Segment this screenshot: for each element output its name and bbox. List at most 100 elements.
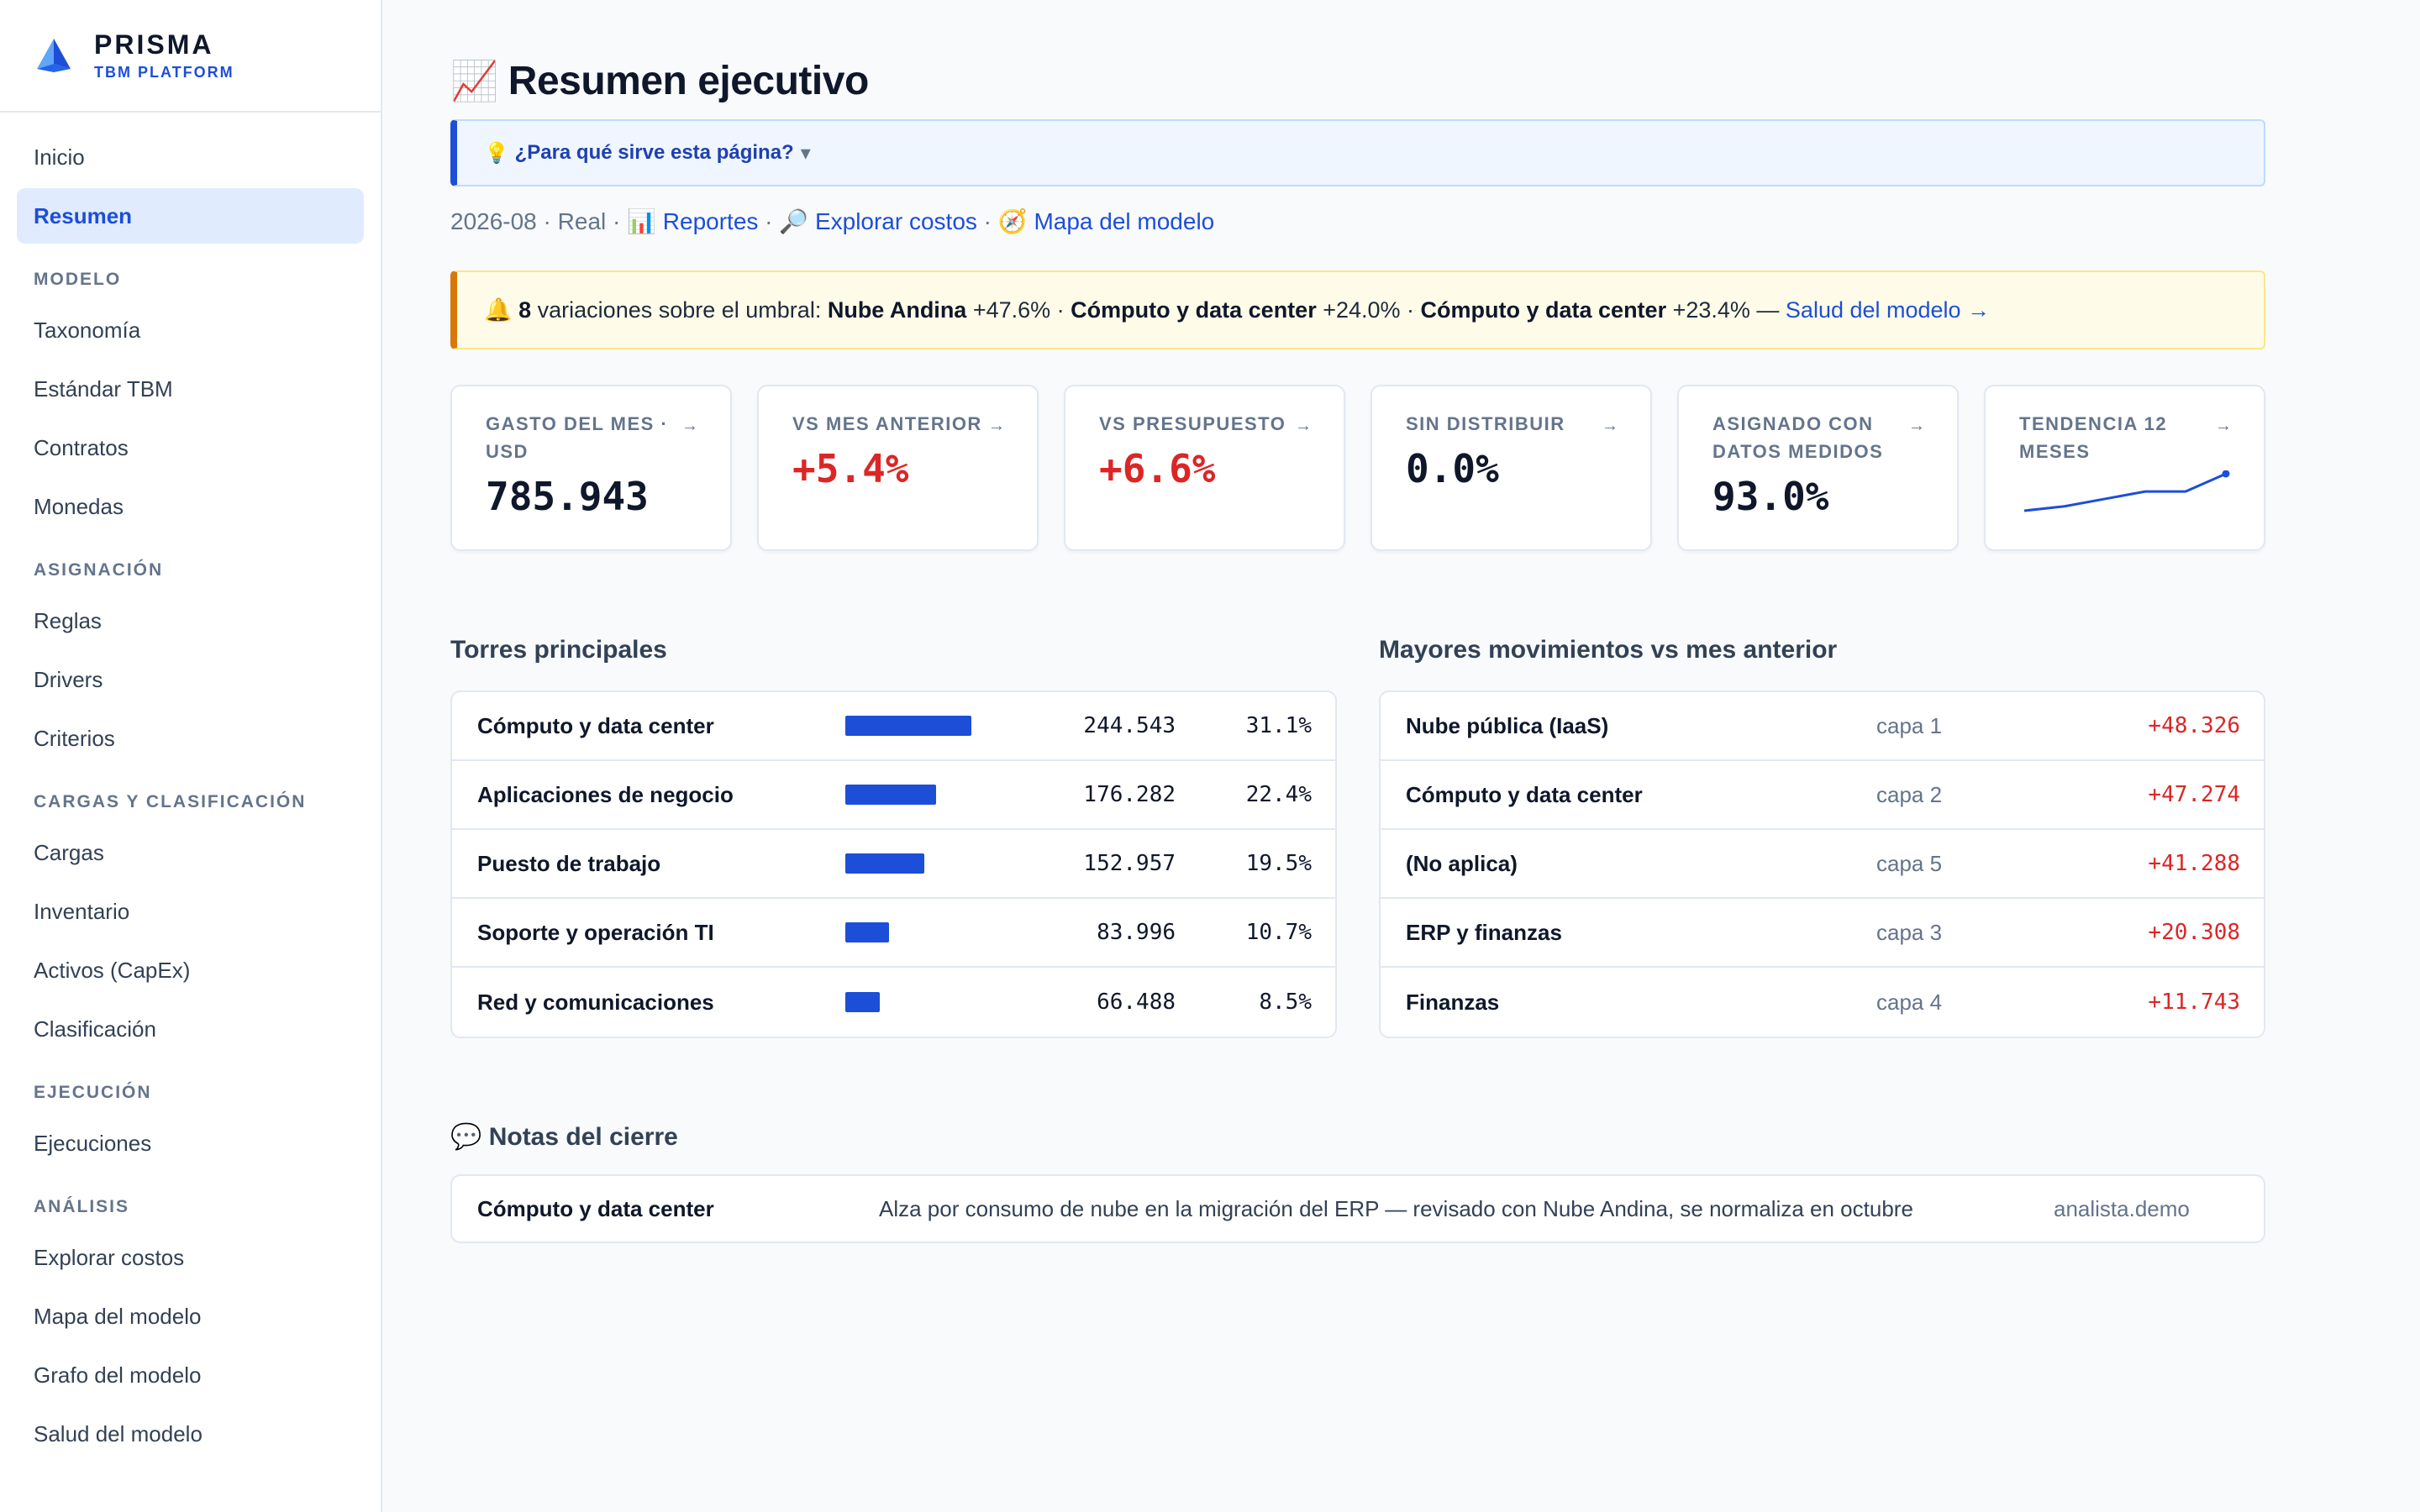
arrow-right-icon: → (1602, 417, 1618, 435)
help-toggle[interactable]: 💡 ¿Para qué sirve esta página? ▾ (450, 119, 2265, 186)
tower-amount: 83.996 (1097, 920, 1176, 945)
alert-item-name: Cómputo y data center (1071, 297, 1317, 323)
share-bar-track (845, 992, 1030, 1012)
share-bar-track (845, 785, 1030, 805)
sidebar-item-grafo-del-modelo[interactable]: Grafo del modelo (34, 1362, 202, 1388)
table-row[interactable]: Nube pública (IaaS) capa 1 +48.326 (1381, 692, 2264, 761)
mover-delta: +41.288 (2148, 851, 2240, 876)
table-row[interactable]: Aplicaciones de negocio 176.282 22.4% (452, 761, 1335, 830)
mover-layer: capa 1 (1876, 712, 1943, 738)
link-explorar-costos[interactable]: 🔎 Explorar costos (779, 208, 977, 234)
alert-item-name: Cómputo y data center (1420, 297, 1667, 323)
kpi-value: 93.0% (1712, 474, 1829, 519)
notes-title-text: Notas del cierre (488, 1123, 678, 1151)
sidebar-item-clasificacion[interactable]: Clasificación (34, 1016, 156, 1042)
sidebar-item-monedas[interactable]: Monedas (34, 494, 124, 519)
tower-amount: 66.488 (1097, 990, 1176, 1015)
scenario-label: Real (557, 208, 607, 234)
movers-table: Nube pública (IaaS) capa 1 +48.326 Cómputo … (1379, 690, 2265, 1038)
tower-amount: 176.282 (1083, 782, 1176, 807)
mover-name: Nube pública (IaaS) (1406, 712, 1609, 738)
table-row[interactable]: Cómputo y data center 244.543 31.1% (452, 692, 1335, 761)
table-row[interactable]: Puesto de trabajo 152.957 19.5% (452, 830, 1335, 899)
sidebar-item-resumen[interactable]: Resumen (17, 188, 364, 244)
alert-text: variaciones sobre el umbral: (531, 297, 828, 323)
sidebar-item-activos-capex[interactable]: Activos (CapEx) (34, 958, 191, 983)
share-bar (845, 922, 889, 942)
main-content: 📈 Resumen ejecutivo 💡 ¿Para qué sirve es… (450, 0, 2265, 1243)
kpi-label: SIN DISTRIBUIR (1406, 413, 1565, 434)
table-row[interactable]: Soporte y operación TI 83.996 10.7% (452, 899, 1335, 968)
sidebar-item-contratos[interactable]: Contratos (34, 435, 129, 460)
sidebar-section-ejecucion: EJECUCIÓN (34, 1083, 152, 1102)
kpi-value: 0.0% (1406, 446, 1499, 491)
alert-dash: — (1749, 297, 1786, 323)
sidebar-item-drivers[interactable]: Drivers (34, 667, 103, 692)
model-health-link[interactable]: Salud del modelo → (1785, 297, 1991, 323)
alert-item-delta: +47.6% (966, 297, 1051, 323)
kpi-label: ASIGNADO CON DATOS MEDIDOS (1712, 413, 1884, 462)
table-row[interactable]: ERP y finanzas capa 3 +20.308 (1381, 899, 2264, 968)
tower-name: Puesto de trabajo (477, 850, 661, 876)
link-reportes[interactable]: 📊 Reportes (627, 208, 759, 234)
mover-layer: capa 5 (1876, 850, 1943, 876)
tower-percent: 10.7% (1245, 920, 1312, 945)
sidebar: PRISMA TBM PLATFORM Inicio Resumen MODELO T… (0, 0, 382, 1512)
kpi-value: +5.4% (792, 446, 909, 491)
arrow-right-icon: → (2215, 417, 2232, 435)
separator: · (976, 208, 998, 234)
sidebar-item-criterios[interactable]: Criterios (34, 726, 115, 751)
brand-name: PRISMA (94, 29, 214, 60)
note-text: Alza por consumo de nube en la migración… (879, 1195, 1913, 1221)
sidebar-item-mapa-del-modelo[interactable]: Mapa del modelo (34, 1304, 202, 1329)
mover-layer: capa 2 (1876, 781, 1943, 807)
kpi-card-tendencia-12-meses[interactable]: TENDENCIA 12 MESES → (1984, 385, 2265, 551)
kpi-card-gasto-del-mes-usd[interactable]: GASTO DEL MES · USD → 785.943 (450, 385, 732, 551)
share-bar-track (845, 716, 1030, 736)
sidebar-item-estandar-tbm[interactable]: Estándar TBM (34, 376, 173, 402)
towers-panel: Torres principales Cómputo y data center… (450, 633, 1337, 1038)
tower-percent: 31.1% (1245, 713, 1312, 738)
chevron-down-icon: ▾ (800, 141, 811, 165)
mover-delta: +20.308 (2148, 920, 2240, 945)
tower-percent: 19.5% (1245, 851, 1312, 876)
kpi-card-vs-presupuesto[interactable]: VS PRESUPUESTO → +6.6% (1064, 385, 1345, 551)
arrow-right-icon: → (988, 417, 1005, 435)
sidebar-item-taxonomia[interactable]: Taxonomía (34, 318, 141, 343)
lightbulb-icon: 💡 (484, 141, 509, 165)
share-bar-track (845, 853, 1030, 874)
tower-name: Aplicaciones de negocio (477, 781, 734, 807)
kpi-card-sin-distribuir[interactable]: SIN DISTRIBUIR → 0.0% (1370, 385, 1652, 551)
brand[interactable]: PRISMA TBM PLATFORM (0, 0, 381, 113)
sidebar-item-reglas[interactable]: Reglas (34, 608, 102, 633)
alert-item-delta: +24.0% (1316, 297, 1401, 323)
sidebar-item-explorar-costos[interactable]: Explorar costos (34, 1245, 185, 1270)
separator: · (536, 208, 558, 234)
kpi-value: +6.6% (1099, 446, 1216, 491)
mover-name: (No aplica) (1406, 850, 1518, 876)
tower-amount: 244.543 (1083, 713, 1176, 738)
note-row[interactable]: Cómputo y data center Alza por consumo de… (450, 1174, 2265, 1243)
table-row[interactable]: Finanzas capa 4 +11.743 (1381, 968, 2264, 1037)
sidebar-item-inicio[interactable]: Inicio (34, 144, 85, 170)
mover-name: Finanzas (1406, 989, 1500, 1015)
table-row[interactable]: Red y comunicaciones 66.488 8.5% (452, 968, 1335, 1037)
table-row[interactable]: Cómputo y data center capa 2 +47.274 (1381, 761, 2264, 830)
share-bar (845, 785, 937, 805)
page-title: 📈 Resumen ejecutivo (450, 54, 2265, 108)
sidebar-item-inventario[interactable]: Inventario (34, 899, 130, 924)
link-mapa-del-modelo[interactable]: 🧭 Mapa del modelo (997, 208, 1215, 234)
towers-title: Torres principales (450, 636, 667, 664)
sidebar-item-ejecuciones[interactable]: Ejecuciones (34, 1131, 152, 1156)
sidebar-item-salud-del-modelo[interactable]: Salud del modelo (34, 1421, 203, 1446)
kpi-label: TENDENCIA 12 MESES (2019, 413, 2168, 462)
page-title-text: Resumen ejecutivo (508, 58, 869, 103)
kpi-label: VS MES ANTERIOR (792, 413, 982, 434)
sidebar-section-cargas-y-clasificacion: CARGAS Y CLASIFICACIÓN (34, 792, 307, 811)
table-row[interactable]: (No aplica) capa 5 +41.288 (1381, 830, 2264, 899)
kpi-card-asignado-con-datos-medidos[interactable]: ASIGNADO CON DATOS MEDIDOS → 93.0% (1677, 385, 1959, 551)
notes-list: Cómputo y data center Alza por consumo de… (450, 1174, 2265, 1243)
kpi-card-vs-mes-anterior[interactable]: VS MES ANTERIOR → +5.4% (757, 385, 1039, 551)
sidebar-item-cargas[interactable]: Cargas (34, 840, 104, 865)
mover-name: ERP y finanzas (1406, 919, 1562, 945)
